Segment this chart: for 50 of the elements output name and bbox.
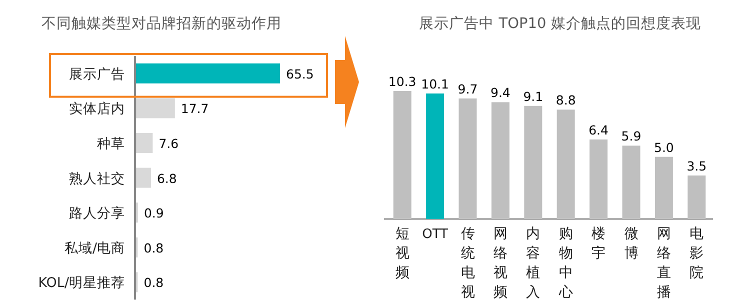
chart-title: 不同触媒类型对品牌招新的驱动作用 bbox=[42, 15, 282, 32]
chart-title: 展示广告中 TOP10 媒介触点的回想度表现 bbox=[419, 15, 701, 32]
data-label: 9.1 bbox=[523, 88, 544, 104]
data-label: 0.8 bbox=[144, 275, 164, 290]
data-label: 0.9 bbox=[144, 206, 164, 221]
y-tick-label: 种草 bbox=[97, 136, 125, 152]
data-label: 7.6 bbox=[158, 136, 179, 151]
data-label: 17.7 bbox=[180, 101, 209, 116]
bar bbox=[622, 146, 640, 219]
bar bbox=[524, 106, 542, 219]
x-tick-label: 微博 bbox=[624, 226, 638, 262]
bar bbox=[426, 93, 444, 219]
x-tick-label: 内容植入 bbox=[526, 226, 540, 300]
data-label: 0.8 bbox=[144, 240, 164, 256]
bar bbox=[491, 102, 510, 219]
data-label: 5.9 bbox=[621, 128, 642, 144]
bar bbox=[590, 139, 608, 219]
x-tick-label: OTT bbox=[422, 227, 448, 242]
x-tick-label: 购物中心 bbox=[558, 226, 573, 300]
data-label: 3.5 bbox=[686, 158, 707, 174]
bar bbox=[136, 133, 153, 153]
data-label: 6.8 bbox=[156, 170, 177, 186]
y-tick-label: 实体店内 bbox=[69, 101, 125, 118]
data-label: 10.3 bbox=[388, 74, 416, 89]
data-label: 10.1 bbox=[421, 76, 449, 92]
y-tick-label: 展示广告 bbox=[69, 66, 125, 82]
data-label: 5.0 bbox=[654, 140, 674, 155]
y-tick-label: KOL/明星推荐 bbox=[38, 275, 125, 292]
data-label: 8.8 bbox=[556, 92, 576, 108]
bar bbox=[458, 98, 477, 219]
bar bbox=[136, 98, 175, 118]
data-label: 9.7 bbox=[458, 81, 478, 96]
data-label: 9.4 bbox=[490, 85, 510, 100]
bar bbox=[688, 176, 706, 219]
y-tick-label: 路人分享 bbox=[69, 206, 125, 222]
y-tick-label: 熟人社交 bbox=[69, 170, 125, 187]
x-tick-label: 电影院 bbox=[690, 226, 704, 281]
x-tick-label: 网络直播 bbox=[656, 226, 671, 300]
x-tick-label: 传统电视 bbox=[460, 226, 475, 300]
data-label: 6.4 bbox=[588, 122, 609, 138]
bar bbox=[136, 63, 280, 84]
y-tick-label: 私域/电商 bbox=[64, 240, 125, 256]
bar bbox=[654, 156, 673, 219]
x-tick-label: 网络视频 bbox=[493, 226, 508, 300]
x-tick-label: 楼宇 bbox=[592, 226, 606, 262]
x-tick-label: 短视频 bbox=[395, 226, 410, 281]
data-label: 65.5 bbox=[286, 66, 314, 82]
bar bbox=[393, 91, 412, 219]
bar bbox=[556, 110, 575, 219]
bar bbox=[136, 168, 151, 188]
